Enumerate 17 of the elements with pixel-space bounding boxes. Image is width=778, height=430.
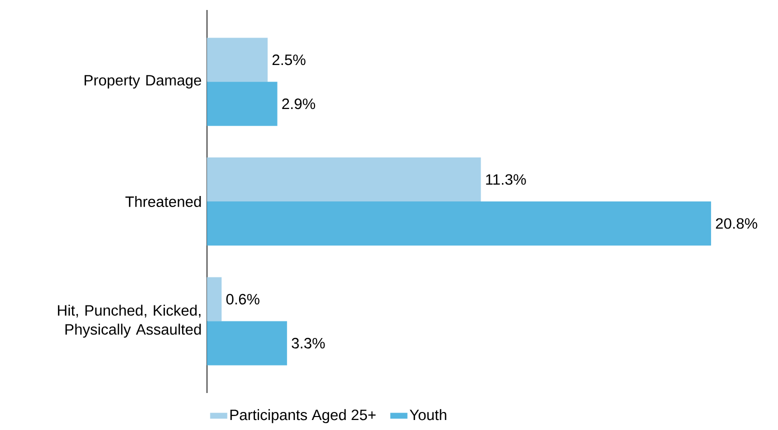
y-tick-label: Hit, Punched, Kicked, Physically Assaulted (58, 304, 201, 338)
bar (206, 38, 268, 82)
data-label: 11.3% (486, 174, 526, 185)
data-label: 3.3% (292, 338, 325, 348)
bar (206, 321, 288, 366)
data-label: 20.8% (716, 218, 758, 229)
bar (206, 201, 712, 246)
data-label: 0.6% (226, 294, 260, 304)
y-tick-label: Threatened (125, 196, 201, 208)
bar (206, 277, 222, 322)
legend-label: Participants Aged 25+ (230, 409, 376, 424)
data-label: 2.5% (272, 54, 306, 66)
bar (206, 82, 278, 126)
data-label: 2.9% (282, 98, 316, 110)
y-tick-label: Property Damage (84, 75, 202, 89)
bar (206, 157, 481, 202)
legend-label: Youth (410, 409, 446, 420)
